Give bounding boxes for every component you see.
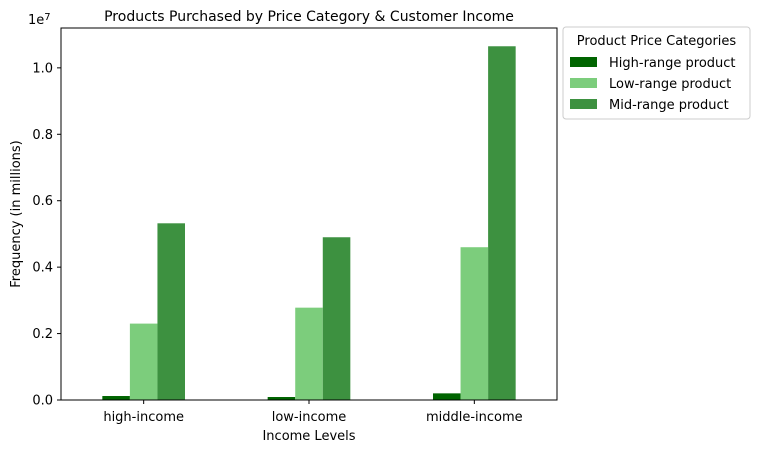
y-tick-label: 0.2: [32, 327, 53, 342]
bar: [433, 393, 461, 400]
axes-group: 0.0 0.2 0.4 0.6 0.8 1.0 high-income low-income m…: [32, 27, 558, 425]
y-tick-label: 0.0: [32, 394, 53, 409]
y-tick-label: 1.0: [32, 61, 53, 76]
bar: [322, 237, 351, 400]
y-axis-multiplier: 1e7: [28, 12, 51, 28]
bar: [129, 323, 158, 400]
chart-title: Products Purchased by Price Category & C…: [104, 9, 514, 25]
y-tick-label: 0.8: [32, 128, 53, 143]
legend-frame: [562, 26, 751, 120]
bars-group: [102, 46, 516, 401]
legend-swatch: [570, 78, 597, 88]
y-tick-label: 0.4: [32, 261, 53, 276]
x-tick-label: high-income: [103, 410, 184, 425]
x-tick-label: low-income: [272, 410, 347, 425]
legend-item-label: Mid-range product: [609, 98, 729, 113]
legend[interactable]: Product Price Categories High-range produ…: [562, 26, 751, 120]
bar: [460, 247, 489, 400]
bar: [295, 307, 323, 400]
bar: [157, 223, 185, 400]
bar: [102, 396, 130, 400]
legend-swatch: [570, 57, 597, 67]
y-tick-label: 0.6: [32, 194, 53, 209]
legend-swatch: [570, 99, 597, 109]
x-tick-label: middle-income: [426, 410, 523, 425]
bar: [488, 46, 516, 401]
legend-item-label: Low-range product: [609, 77, 731, 92]
bar: [267, 397, 296, 400]
legend-title: Product Price Categories: [577, 34, 737, 49]
y-axis-label: Frequency (in millions): [9, 140, 24, 288]
legend-item-label: High-range product: [609, 56, 736, 71]
x-axis-label: Income Levels: [262, 429, 355, 444]
